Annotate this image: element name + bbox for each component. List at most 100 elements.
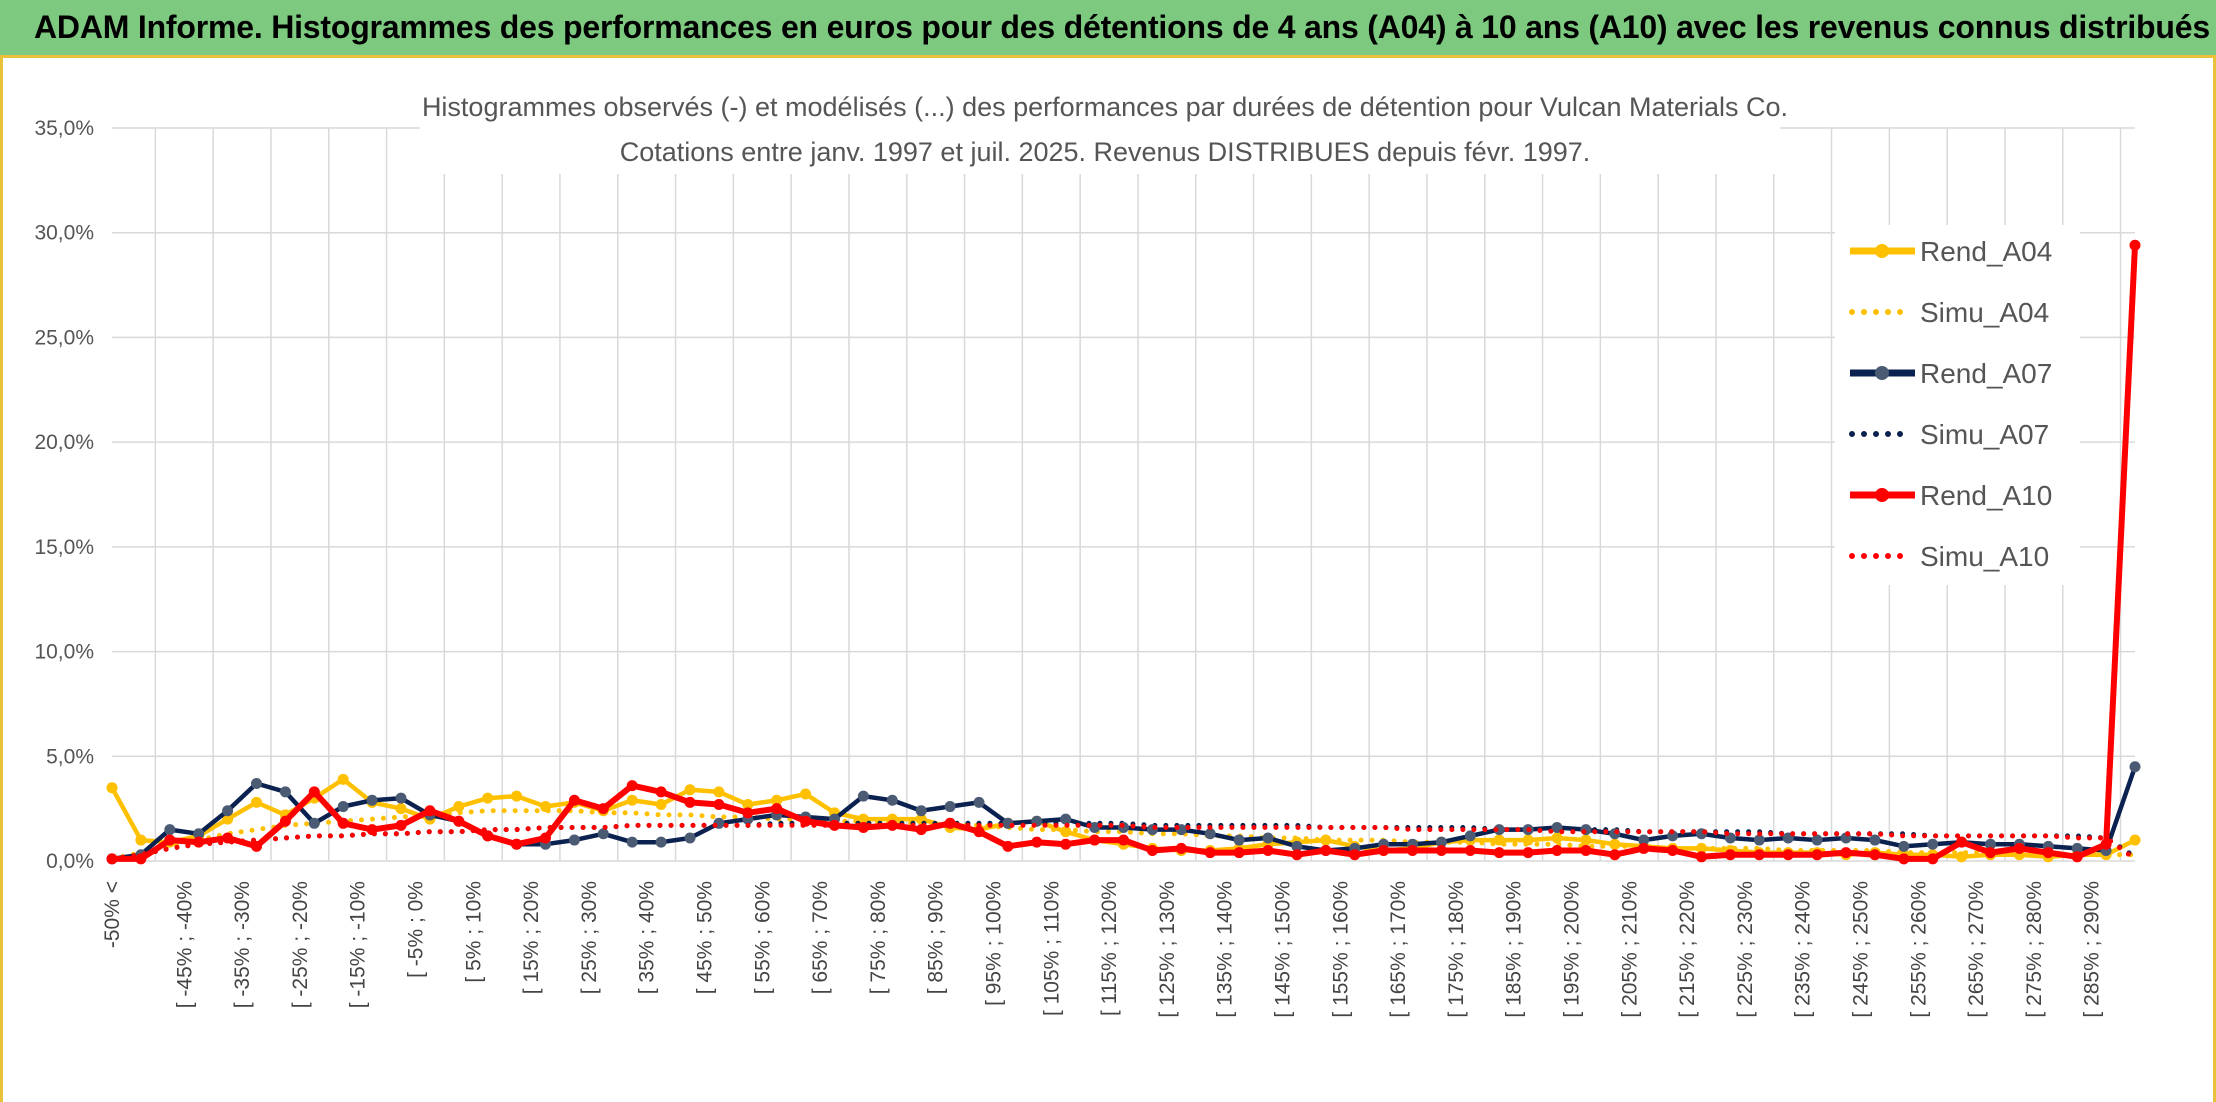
- x-tick-label: [ 85% ; 90%: [925, 881, 948, 994]
- rend-a04-point: [1522, 834, 1534, 846]
- x-tick-label: [ 5% ; 10%: [462, 881, 485, 983]
- report-banner: ADAM Informe. Histogrammes des performan…: [0, 0, 2216, 58]
- y-tick-label: 15,0%: [34, 536, 94, 559]
- x-tick-label: [ 15% ; 20%: [520, 881, 543, 994]
- rend-a10-point: [1204, 847, 1216, 859]
- rend-a10-point: [1609, 849, 1621, 861]
- x-tick-label: [ 205% ; 210%: [1618, 881, 1641, 1018]
- x-tick-label: [ 125% ; 130%: [1156, 881, 1179, 1018]
- rend-a04-point: [742, 798, 754, 810]
- rend-a07-point: [251, 778, 262, 790]
- rend-a10-point: [1118, 834, 1129, 846]
- rend-a04-point: [337, 773, 349, 785]
- series-lines: [106, 239, 2141, 865]
- rend-a07-point: [222, 805, 234, 817]
- y-tick-label: 10,0%: [34, 641, 94, 664]
- rend-a04-point: [1609, 838, 1621, 850]
- rend-a04-point: [1956, 851, 1968, 863]
- rend-a10-point: [771, 803, 783, 815]
- rend-a10-point: [944, 817, 956, 829]
- rend-a07-point: [886, 794, 898, 806]
- rend-a07-point: [1435, 836, 1447, 848]
- legend-label-simu-a10: Simu_A10: [1920, 541, 2049, 572]
- rend-a04-point: [1580, 834, 1592, 846]
- x-tick-label: [ -45% ; -40%: [173, 881, 196, 1008]
- x-tick-label: [ 165% ; 170%: [1387, 881, 1410, 1018]
- rend-a10-point: [2100, 838, 2112, 850]
- x-tick-label: [ -25% ; -20%: [289, 881, 312, 1008]
- y-axis-ticks: 0,0% 5,0% 10,0% 15,0% 20,0% 25,0% 30,0% 35,0%: [34, 117, 94, 873]
- legend-marker-rend-a10: [1875, 488, 1889, 502]
- legend-label-rend-a04: Rend_A04: [1920, 236, 2052, 267]
- rend-a07-point: [1060, 813, 1072, 825]
- rend-a04-point: [655, 798, 667, 810]
- rend-a10-point: [857, 821, 869, 833]
- rend-a07-point: [1262, 832, 1274, 844]
- rend-a10-point: [1002, 840, 1014, 852]
- rend-a07-point: [2129, 761, 2141, 773]
- rend-a04-point: [395, 803, 407, 815]
- chart-frame: [0, 58, 2216, 1102]
- title-background: [420, 82, 1780, 174]
- rend-a10-point: [1175, 842, 1187, 854]
- rend-a10-point: [1898, 853, 1910, 865]
- rend-a10-point: [1638, 842, 1650, 854]
- rend-a10-point: [1493, 847, 1505, 859]
- legend: Rend_A04 Simu_A04 Rend_A07 Simu_A07 Rend_A10…: [1835, 225, 2080, 585]
- x-tick-label: [ 255% ; 260%: [1907, 881, 1930, 1018]
- rend-a04-point: [453, 801, 465, 813]
- x-tick-label: [ 265% ; 270%: [1965, 881, 1988, 1018]
- rend-a10-point: [337, 817, 349, 829]
- x-tick-label: -50% <: [101, 881, 124, 948]
- rend-a04-point: [251, 796, 262, 808]
- rend-a10-point: [424, 805, 436, 817]
- rend-a07-point: [337, 801, 349, 813]
- rend-a04-point: [511, 790, 523, 802]
- rend-a10-point: [1696, 851, 1707, 863]
- x-tick-label: [ 225% ; 230%: [1734, 881, 1757, 1018]
- rend-a10-point: [1869, 849, 1881, 861]
- x-tick-label: [ 105% ; 110%: [1040, 881, 1063, 1016]
- rend-a07-point: [1638, 834, 1650, 846]
- y-tick-label: 0,0%: [46, 850, 94, 873]
- x-axis-ticks: -50% < [ -45% ; -40% [ -35% ; -30% [ -25% ;…: [101, 881, 2104, 1018]
- rend-a10-point: [1580, 845, 1592, 857]
- legend-background: [1835, 225, 2080, 585]
- rend-a07-point: [308, 817, 320, 829]
- rend-a10-point: [1233, 847, 1245, 859]
- rend-a10-point: [511, 838, 523, 850]
- rend-a07-point: [1811, 834, 1823, 846]
- rend-a10-point: [626, 780, 638, 792]
- rend-a10-point: [973, 826, 985, 838]
- y-tick-label: 20,0%: [34, 431, 94, 454]
- rend-a10-point: [1724, 849, 1736, 861]
- gridlines: [112, 127, 2135, 862]
- rend-a07-point: [626, 836, 638, 848]
- rend-a10-point: [1956, 836, 1968, 848]
- chart-title-block: Histogrammes observés (-) et modélisés (…: [420, 82, 1788, 174]
- x-tick-label: [ 155% ; 160%: [1329, 881, 1352, 1018]
- x-tick-label: [ 275% ; 280%: [2023, 881, 2046, 1018]
- rend-a07-point: [973, 796, 985, 808]
- rend-a10-point: [279, 815, 291, 827]
- rend-a10-point: [251, 840, 262, 852]
- rend-a10-point: [1753, 849, 1765, 861]
- rend-a10-point: [1407, 845, 1418, 857]
- legend-label-rend-a07: Rend_A07: [1920, 358, 2052, 389]
- x-tick-label: [ 45% ; 50%: [693, 881, 716, 994]
- rend-a10-point: [1464, 845, 1476, 857]
- rend-a10-point: [1262, 845, 1274, 857]
- rend-a10-point: [1811, 849, 1823, 861]
- x-tick-label: [ 285% ; 290%: [2081, 881, 2104, 1018]
- chart-title: Histogrammes observés (-) et modélisés (…: [422, 92, 1788, 122]
- rend-a10-point: [886, 819, 898, 831]
- rend-a10-point: [713, 798, 725, 810]
- rend-a04-point: [857, 813, 869, 825]
- rend-a04-point: [626, 794, 638, 806]
- x-tick-label: [ 245% ; 250%: [1849, 881, 1872, 1018]
- x-tick-label: [ 35% ; 40%: [636, 881, 659, 994]
- rend-a07-point: [1985, 838, 1996, 850]
- rend-a10-point: [2129, 239, 2141, 251]
- rend-a04-point: [2129, 834, 2141, 846]
